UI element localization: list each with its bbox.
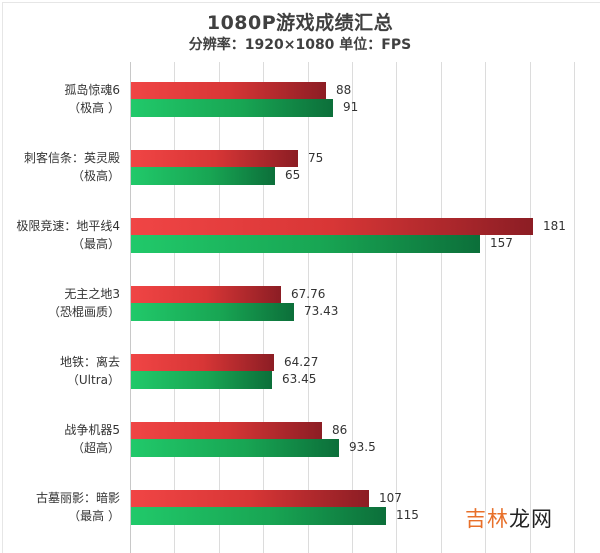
gridline [396, 62, 397, 553]
data-label-green: 73.43 [304, 304, 339, 318]
category-label-name: 地铁：离去 [59, 355, 120, 369]
bar-green [131, 303, 294, 321]
category-label-name: 孤岛惊魂6 [64, 83, 120, 97]
data-label-green: 157 [490, 236, 513, 250]
gridline [574, 62, 575, 553]
data-label-red: 107 [379, 491, 402, 505]
category-label-name: 古墓丽影：暗影 [35, 491, 120, 505]
category-label-name: 极限竞速：地平线4 [16, 219, 120, 233]
gridline [352, 62, 353, 553]
bar-red [131, 218, 533, 235]
chart-subtitle: 分辨率：1920×1080 单位：FPS [188, 37, 412, 53]
data-label-red: 75 [308, 151, 324, 165]
category-label-setting: （最高 ） [68, 509, 120, 523]
gridline [485, 62, 486, 553]
bar-red [131, 490, 369, 507]
watermark-part2: 龙网 [509, 507, 553, 531]
bar-green [131, 99, 333, 117]
bar-green [131, 371, 272, 389]
bar-green [131, 167, 275, 185]
data-label-green: 93.5 [349, 440, 376, 454]
bar-red [131, 150, 298, 167]
gridline [530, 62, 531, 553]
category-label-setting: （极高） [71, 169, 120, 183]
data-label-red: 64.27 [284, 355, 319, 369]
watermark-part1: 吉林 [465, 507, 509, 531]
category-label-setting: （极高 ） [68, 101, 120, 115]
bar-red [131, 354, 274, 371]
category-label-setting: （恐棍画质） [47, 305, 120, 319]
bar-red [131, 422, 322, 439]
bar-red [131, 286, 281, 303]
data-label-red: 67.76 [291, 287, 326, 301]
data-label-green: 91 [343, 100, 359, 114]
data-label-green: 63.45 [282, 372, 317, 386]
watermark: 吉林龙网 [465, 503, 553, 533]
bar-green [131, 235, 480, 253]
chart-title: 1080P游戏成绩汇总 [206, 12, 394, 34]
y-axis-line [130, 62, 131, 553]
gridline [308, 62, 309, 553]
category-label-name: 刺客信条：英灵殿 [23, 151, 120, 165]
category-label-setting: （最高） [71, 237, 120, 251]
data-label-green: 115 [396, 508, 419, 522]
bar-green [131, 507, 386, 525]
bar-green [131, 439, 339, 457]
category-label-name: 战争机器5 [64, 423, 120, 437]
category-label-name: 无主之地3 [64, 287, 120, 301]
gridline [441, 62, 442, 553]
data-label-red: 86 [332, 423, 348, 437]
data-label-red: 88 [336, 83, 352, 97]
data-label-red: 181 [543, 219, 566, 233]
category-label-setting: （Ultra） [66, 373, 120, 387]
bar-red [131, 82, 326, 99]
plot-area: 孤岛惊魂6 （极高 ） 88 91 刺客信条：英灵殿 （极高） 75 65 极限竞速：地平线4 （… [0, 62, 600, 553]
category-label-setting: （超高） [71, 441, 120, 455]
data-label-green: 65 [285, 168, 301, 182]
